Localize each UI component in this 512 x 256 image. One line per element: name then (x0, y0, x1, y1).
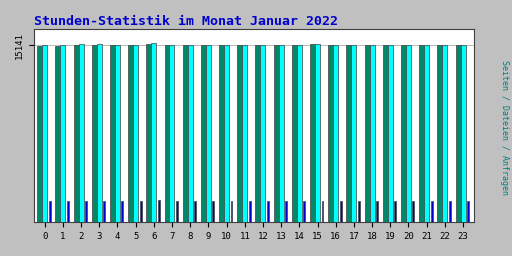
Bar (347, 45, 351, 222)
Bar (92, 45, 97, 222)
Bar (365, 45, 370, 222)
Bar (121, 201, 123, 222)
Bar (394, 201, 396, 222)
Bar (128, 45, 133, 222)
Bar (188, 45, 193, 222)
Bar (322, 201, 324, 222)
Bar (449, 201, 451, 222)
Bar (115, 45, 120, 222)
Bar (133, 45, 138, 222)
Text: Stunden-Statistik im Monat Januar 2022: Stunden-Statistik im Monat Januar 2022 (34, 15, 338, 28)
Bar (437, 45, 442, 222)
Bar (303, 201, 305, 222)
Bar (140, 201, 141, 222)
Bar (242, 45, 247, 222)
Bar (376, 201, 378, 222)
Bar (110, 45, 115, 222)
Bar (358, 201, 360, 222)
Bar (285, 201, 287, 222)
Bar (219, 45, 224, 222)
Bar (42, 45, 47, 222)
Bar (461, 45, 465, 222)
Bar (146, 44, 152, 222)
Bar (49, 201, 51, 222)
Bar (55, 46, 60, 222)
Bar (292, 45, 297, 222)
Bar (274, 45, 279, 222)
Bar (431, 201, 433, 222)
Bar (419, 45, 424, 222)
Bar (183, 45, 188, 222)
Bar (237, 45, 242, 222)
Bar (78, 44, 83, 222)
Bar (85, 201, 87, 222)
Bar (297, 45, 302, 222)
Bar (340, 201, 342, 222)
Bar (413, 201, 414, 222)
Bar (328, 45, 333, 222)
Bar (388, 45, 393, 222)
Bar (383, 45, 388, 222)
Bar (456, 45, 461, 222)
Bar (176, 201, 178, 222)
Bar (169, 45, 175, 222)
Bar (279, 45, 284, 222)
Bar (310, 44, 315, 222)
Bar (351, 45, 356, 222)
Bar (152, 44, 156, 222)
Bar (467, 201, 469, 222)
Bar (103, 201, 105, 222)
Bar (315, 44, 320, 222)
Text: Seiten / Dateien / Anfragen: Seiten / Dateien / Anfragen (500, 60, 509, 196)
Bar (255, 45, 261, 222)
Bar (201, 46, 206, 222)
Bar (230, 201, 232, 222)
Bar (333, 45, 338, 222)
Bar (370, 45, 375, 222)
Bar (224, 45, 229, 222)
Bar (67, 201, 69, 222)
Bar (249, 201, 251, 222)
Bar (442, 45, 447, 222)
Bar (424, 45, 429, 222)
Bar (267, 201, 269, 222)
Bar (37, 46, 42, 222)
Bar (194, 201, 196, 222)
Bar (164, 45, 169, 222)
Bar (206, 45, 211, 222)
Bar (158, 200, 160, 222)
Bar (401, 45, 406, 222)
Bar (406, 45, 411, 222)
Bar (60, 45, 66, 222)
Bar (74, 45, 78, 222)
Bar (261, 45, 265, 222)
Bar (97, 44, 102, 222)
Bar (212, 201, 215, 222)
